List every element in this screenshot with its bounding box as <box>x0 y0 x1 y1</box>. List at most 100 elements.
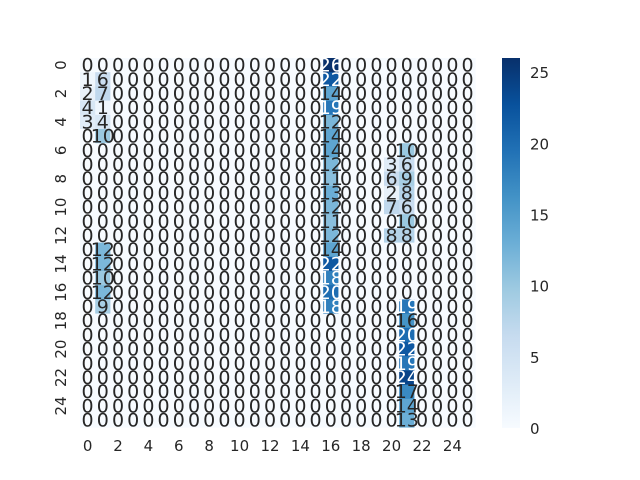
cell-value-label: 0 <box>462 126 474 148</box>
cell-value-label: 0 <box>310 97 322 119</box>
heatmap-cell <box>429 58 446 73</box>
cell-value-label: 0 <box>142 410 154 432</box>
heatmap-cell <box>125 143 142 158</box>
cell-value-label: 0 <box>127 381 139 403</box>
cell-value-label: 6 <box>401 154 413 176</box>
heatmap-cell <box>232 100 248 116</box>
heatmap-cell <box>399 129 415 144</box>
cell-value-label: 0 <box>294 353 306 375</box>
cell-value-label: 0 <box>173 97 185 119</box>
heatmap-cell <box>444 143 461 158</box>
cell-value-label: 0 <box>188 395 200 417</box>
cell-value-label: 0 <box>355 111 367 133</box>
heatmap-cell <box>414 214 430 229</box>
heatmap-cell <box>110 271 126 286</box>
cell-value-label: 0 <box>462 154 474 176</box>
cell-value-label: 0 <box>249 211 261 233</box>
heatmap-cell <box>110 214 126 229</box>
heatmap-cell <box>171 200 187 215</box>
cell-value-label: 0 <box>218 339 230 361</box>
heatmap-cell <box>140 129 157 144</box>
colorbar <box>502 58 520 428</box>
cell-value-label: 0 <box>355 154 367 176</box>
y-tick-label: 16 <box>52 283 70 302</box>
cell-value-label: 0 <box>97 310 109 332</box>
cell-value-label: 0 <box>142 69 154 91</box>
cell-value-label: 0 <box>462 268 474 290</box>
cell-value-label: 0 <box>158 410 170 432</box>
cell-value-label: 0 <box>234 211 246 233</box>
cell-value-label: 0 <box>264 353 276 375</box>
heatmap-cell <box>216 356 233 371</box>
heatmap-cell <box>368 370 385 385</box>
heatmap-cell <box>80 72 96 87</box>
heatmap-cell <box>384 200 400 215</box>
cell-value-label: 0 <box>279 339 291 361</box>
heatmap-cell <box>368 214 385 229</box>
cell-value-label: 0 <box>431 83 443 105</box>
cell-value-label: 0 <box>431 381 443 403</box>
heatmap-cell <box>368 157 385 172</box>
cell-value-label: 0 <box>218 381 230 403</box>
cell-value-label: 0 <box>82 211 94 233</box>
cell-value-label: 0 <box>310 296 322 318</box>
cell-value-label: 0 <box>142 97 154 119</box>
cell-value-label: 0 <box>386 367 398 389</box>
heatmap-cell <box>292 143 309 158</box>
heatmap-cell <box>429 285 446 300</box>
heatmap-cell <box>262 157 278 172</box>
cell-value-label: 0 <box>234 168 246 190</box>
heatmap-cell <box>216 200 233 215</box>
heatmap-cell <box>80 256 96 272</box>
cell-value-label: 0 <box>127 126 139 148</box>
cell-value-label: 0 <box>431 253 443 275</box>
heatmap-cell <box>338 271 354 286</box>
cell-value-label: 0 <box>158 83 170 105</box>
cell-value-label: 0 <box>173 140 185 162</box>
cell-value-label: 0 <box>416 111 428 133</box>
heatmap-cell <box>232 129 248 144</box>
heatmap-cell <box>277 299 294 314</box>
heatmap-cell <box>216 370 233 385</box>
heatmap-cell <box>460 299 476 314</box>
heatmap-cell <box>216 185 233 201</box>
cell-value-label: 8 <box>386 225 398 247</box>
heatmap-cell <box>414 299 430 314</box>
heatmap-cell <box>368 114 385 130</box>
heatmap-cell <box>140 342 157 357</box>
cell-value-label: 0 <box>234 126 246 148</box>
heatmap-cell <box>156 100 172 116</box>
cell-value-label: 0 <box>340 225 352 247</box>
cell-value-label: 0 <box>82 140 94 162</box>
heatmap-cell <box>156 157 172 172</box>
cell-value-label: 10 <box>91 268 115 290</box>
heatmap-cell <box>460 356 476 371</box>
heatmap-cell <box>201 384 218 400</box>
heatmap-cell <box>292 384 309 400</box>
cell-value-label: 0 <box>340 395 352 417</box>
heatmap-cell <box>186 256 202 272</box>
cell-value-label: 0 <box>249 296 261 318</box>
heatmap-cell <box>95 327 111 343</box>
cell-value-label: 12 <box>319 111 343 133</box>
cell-value-label: 0 <box>158 126 170 148</box>
heatmap-cell <box>216 114 233 130</box>
cell-value-label: 0 <box>431 239 443 261</box>
heatmap-cell <box>110 285 126 300</box>
cell-value-label: 0 <box>386 381 398 403</box>
cell-value-label: 17 <box>395 381 419 403</box>
heatmap-cell <box>125 285 142 300</box>
heatmap-cell <box>308 129 324 144</box>
cell-value-label: 0 <box>370 253 382 275</box>
cell-value-label: 0 <box>416 69 428 91</box>
heatmap-cell <box>429 86 446 101</box>
cell-value-label: 0 <box>264 154 276 176</box>
cell-value-label: 0 <box>203 353 215 375</box>
heatmap-cell <box>292 327 309 343</box>
cell-value-label: 0 <box>279 353 291 375</box>
heatmap-cell <box>277 100 294 116</box>
heatmap-cell <box>368 299 385 314</box>
heatmap-cell <box>384 271 400 286</box>
heatmap-cell <box>262 299 278 314</box>
x-tick-label: 24 <box>443 437 462 455</box>
